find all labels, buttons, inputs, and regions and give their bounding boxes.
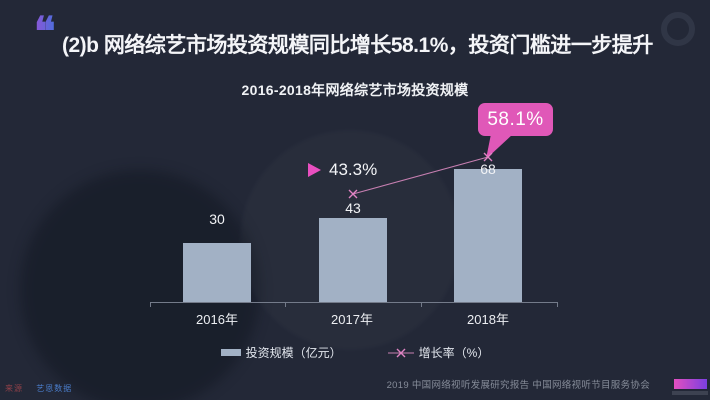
slide-title: (2)b 网络综艺市场投资规模同比增长58.1%，投资门槛进一步提升 bbox=[62, 34, 653, 57]
legend-label-growth: 增长率（%） bbox=[418, 346, 490, 360]
legend-item-growth: 增长率（%） bbox=[387, 344, 490, 361]
bar-2018 bbox=[454, 169, 522, 302]
bar-value-2018: 68 bbox=[480, 161, 496, 177]
axis-tick bbox=[557, 303, 558, 307]
callout-tail bbox=[486, 134, 513, 159]
legend-item-investment: 投资规模（亿元） bbox=[220, 344, 342, 361]
callout-text: 58.1% bbox=[487, 108, 544, 130]
growth-note-2017: 43.3% bbox=[308, 160, 377, 180]
bar-swatch-icon bbox=[220, 349, 241, 356]
x-label-2017: 2017年 bbox=[331, 312, 373, 327]
axis-tick bbox=[150, 303, 151, 307]
source-note: 来源 艺恩数据 bbox=[5, 383, 72, 394]
x-marker-2017-icon bbox=[348, 189, 358, 199]
watermark-logo bbox=[674, 379, 707, 389]
chart-title: 2016-2018年网络综艺市场投资规模 bbox=[241, 82, 469, 98]
watermark-caption bbox=[672, 391, 708, 395]
source-value: 艺恩数据 bbox=[36, 384, 73, 393]
bar-2016 bbox=[183, 243, 251, 302]
axis-tick bbox=[285, 303, 286, 307]
x-marker-2018-icon bbox=[483, 152, 493, 162]
x-axis bbox=[150, 302, 558, 303]
growth-note-text: 43.3% bbox=[329, 160, 378, 179]
growth-callout-2018: 58.1% bbox=[478, 103, 553, 136]
report-credit: 2019 中国网络视听发展研究报告 中国网络视听节目服务协会 bbox=[386, 380, 650, 391]
ring-icon bbox=[661, 12, 695, 46]
legend: 投资规模（亿元） 增长率（%） bbox=[150, 344, 560, 361]
bar-value-2017: 43 bbox=[345, 200, 361, 216]
bar-2017 bbox=[319, 218, 387, 302]
x-label-2016: 2016年 bbox=[196, 312, 238, 327]
source-label: 来源 bbox=[5, 384, 23, 393]
line-swatch-icon bbox=[387, 348, 414, 357]
legend-label-investment: 投资规模（亿元） bbox=[245, 346, 342, 360]
x-label-2018: 2018年 bbox=[467, 312, 509, 327]
quote-icon: ❝ bbox=[34, 10, 56, 54]
axis-tick bbox=[421, 303, 422, 307]
bar-value-2016: 30 bbox=[209, 211, 225, 227]
triangle-right-icon bbox=[308, 163, 321, 177]
